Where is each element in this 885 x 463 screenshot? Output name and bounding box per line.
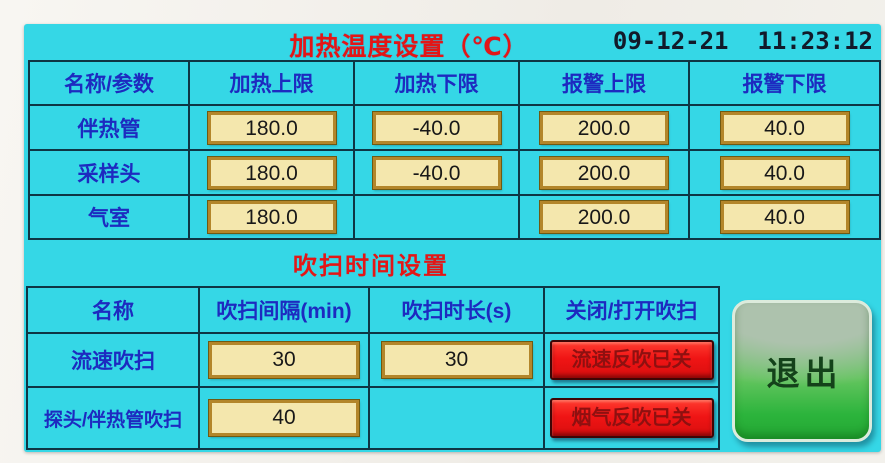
table-row: 流速吹扫 30 30 流速反吹已关 — [26, 332, 720, 388]
alarm-lower-field[interactable]: 40.0 — [720, 111, 849, 144]
fluegas-backflush-toggle-button[interactable]: 烟气反吹已关 — [549, 398, 714, 438]
empty-cell — [368, 386, 545, 450]
col-header-alarm-upper: 报警上限 — [518, 60, 690, 106]
page-title: 加热温度设置（℃） — [289, 33, 529, 61]
alarm-upper-field[interactable]: 200.0 — [540, 201, 668, 233]
table-row: 探头/伴热管吹扫 40 烟气反吹已关 — [26, 386, 720, 450]
heat-upper-field[interactable]: 180.0 — [207, 201, 336, 233]
exit-button[interactable]: 退出 — [732, 300, 872, 442]
col-header-purge-toggle: 关闭/打开吹扫 — [543, 286, 720, 334]
heat-lower-field[interactable]: -40.0 — [372, 111, 501, 144]
purge-header-row: 名称 吹扫间隔(min) 吹扫时长(s) 关闭/打开吹扫 — [26, 286, 720, 334]
alarm-lower-field[interactable]: 40.0 — [720, 156, 849, 189]
purge-interval-field[interactable]: 40 — [209, 400, 359, 436]
empty-cell — [353, 194, 520, 240]
row-label: 伴热管 — [28, 104, 190, 151]
datetime-display: 09-12-21 11:23:12 — [612, 27, 873, 55]
heat-lower-field[interactable]: -40.0 — [372, 156, 501, 189]
row-label: 采样头 — [28, 149, 190, 196]
purge-table: 名称 吹扫间隔(min) 吹扫时长(s) 关闭/打开吹扫 流速吹扫 30 30 … — [26, 286, 720, 450]
flow-backflush-toggle-button[interactable]: 流速反吹已关 — [549, 340, 714, 380]
col-header-name: 名称/参数 — [28, 60, 190, 106]
col-header-heat-lower: 加热下限 — [353, 60, 520, 106]
table-row: 采样头 180.0 -40.0 200.0 40.0 — [28, 149, 881, 196]
alarm-upper-field[interactable]: 200.0 — [540, 111, 668, 144]
temperature-header-row: 名称/参数 加热上限 加热下限 报警上限 报警下限 — [28, 60, 881, 106]
col-header-alarm-lower: 报警下限 — [688, 60, 881, 106]
col-header-heat-upper: 加热上限 — [188, 60, 355, 106]
col-header-purge-duration: 吹扫时长(s) — [368, 286, 545, 334]
temperature-table: 名称/参数 加热上限 加热下限 报警上限 报警下限 伴热管 180.0 -40.… — [28, 60, 881, 240]
heat-upper-field[interactable]: 180.0 — [207, 111, 336, 144]
heat-upper-field[interactable]: 180.0 — [207, 156, 336, 189]
hmi-screen: 加热温度设置（℃） 09-12-21 11:23:12 名称/参数 加热上限 加… — [24, 24, 881, 452]
purge-interval-field[interactable]: 30 — [209, 342, 359, 378]
row-label: 气室 — [28, 194, 190, 240]
row-label: 流速吹扫 — [26, 332, 200, 388]
table-row: 气室 180.0 200.0 40.0 — [28, 194, 881, 240]
purge-duration-field[interactable]: 30 — [381, 342, 532, 378]
alarm-upper-field[interactable]: 200.0 — [540, 156, 668, 189]
table-row: 伴热管 180.0 -40.0 200.0 40.0 — [28, 104, 881, 151]
col-header-purge-interval: 吹扫间隔(min) — [198, 286, 370, 334]
col-header-purge-name: 名称 — [26, 286, 200, 334]
row-label: 探头/伴热管吹扫 — [26, 386, 200, 450]
alarm-lower-field[interactable]: 40.0 — [720, 201, 849, 233]
purge-section-title: 吹扫时间设置 — [293, 253, 449, 280]
